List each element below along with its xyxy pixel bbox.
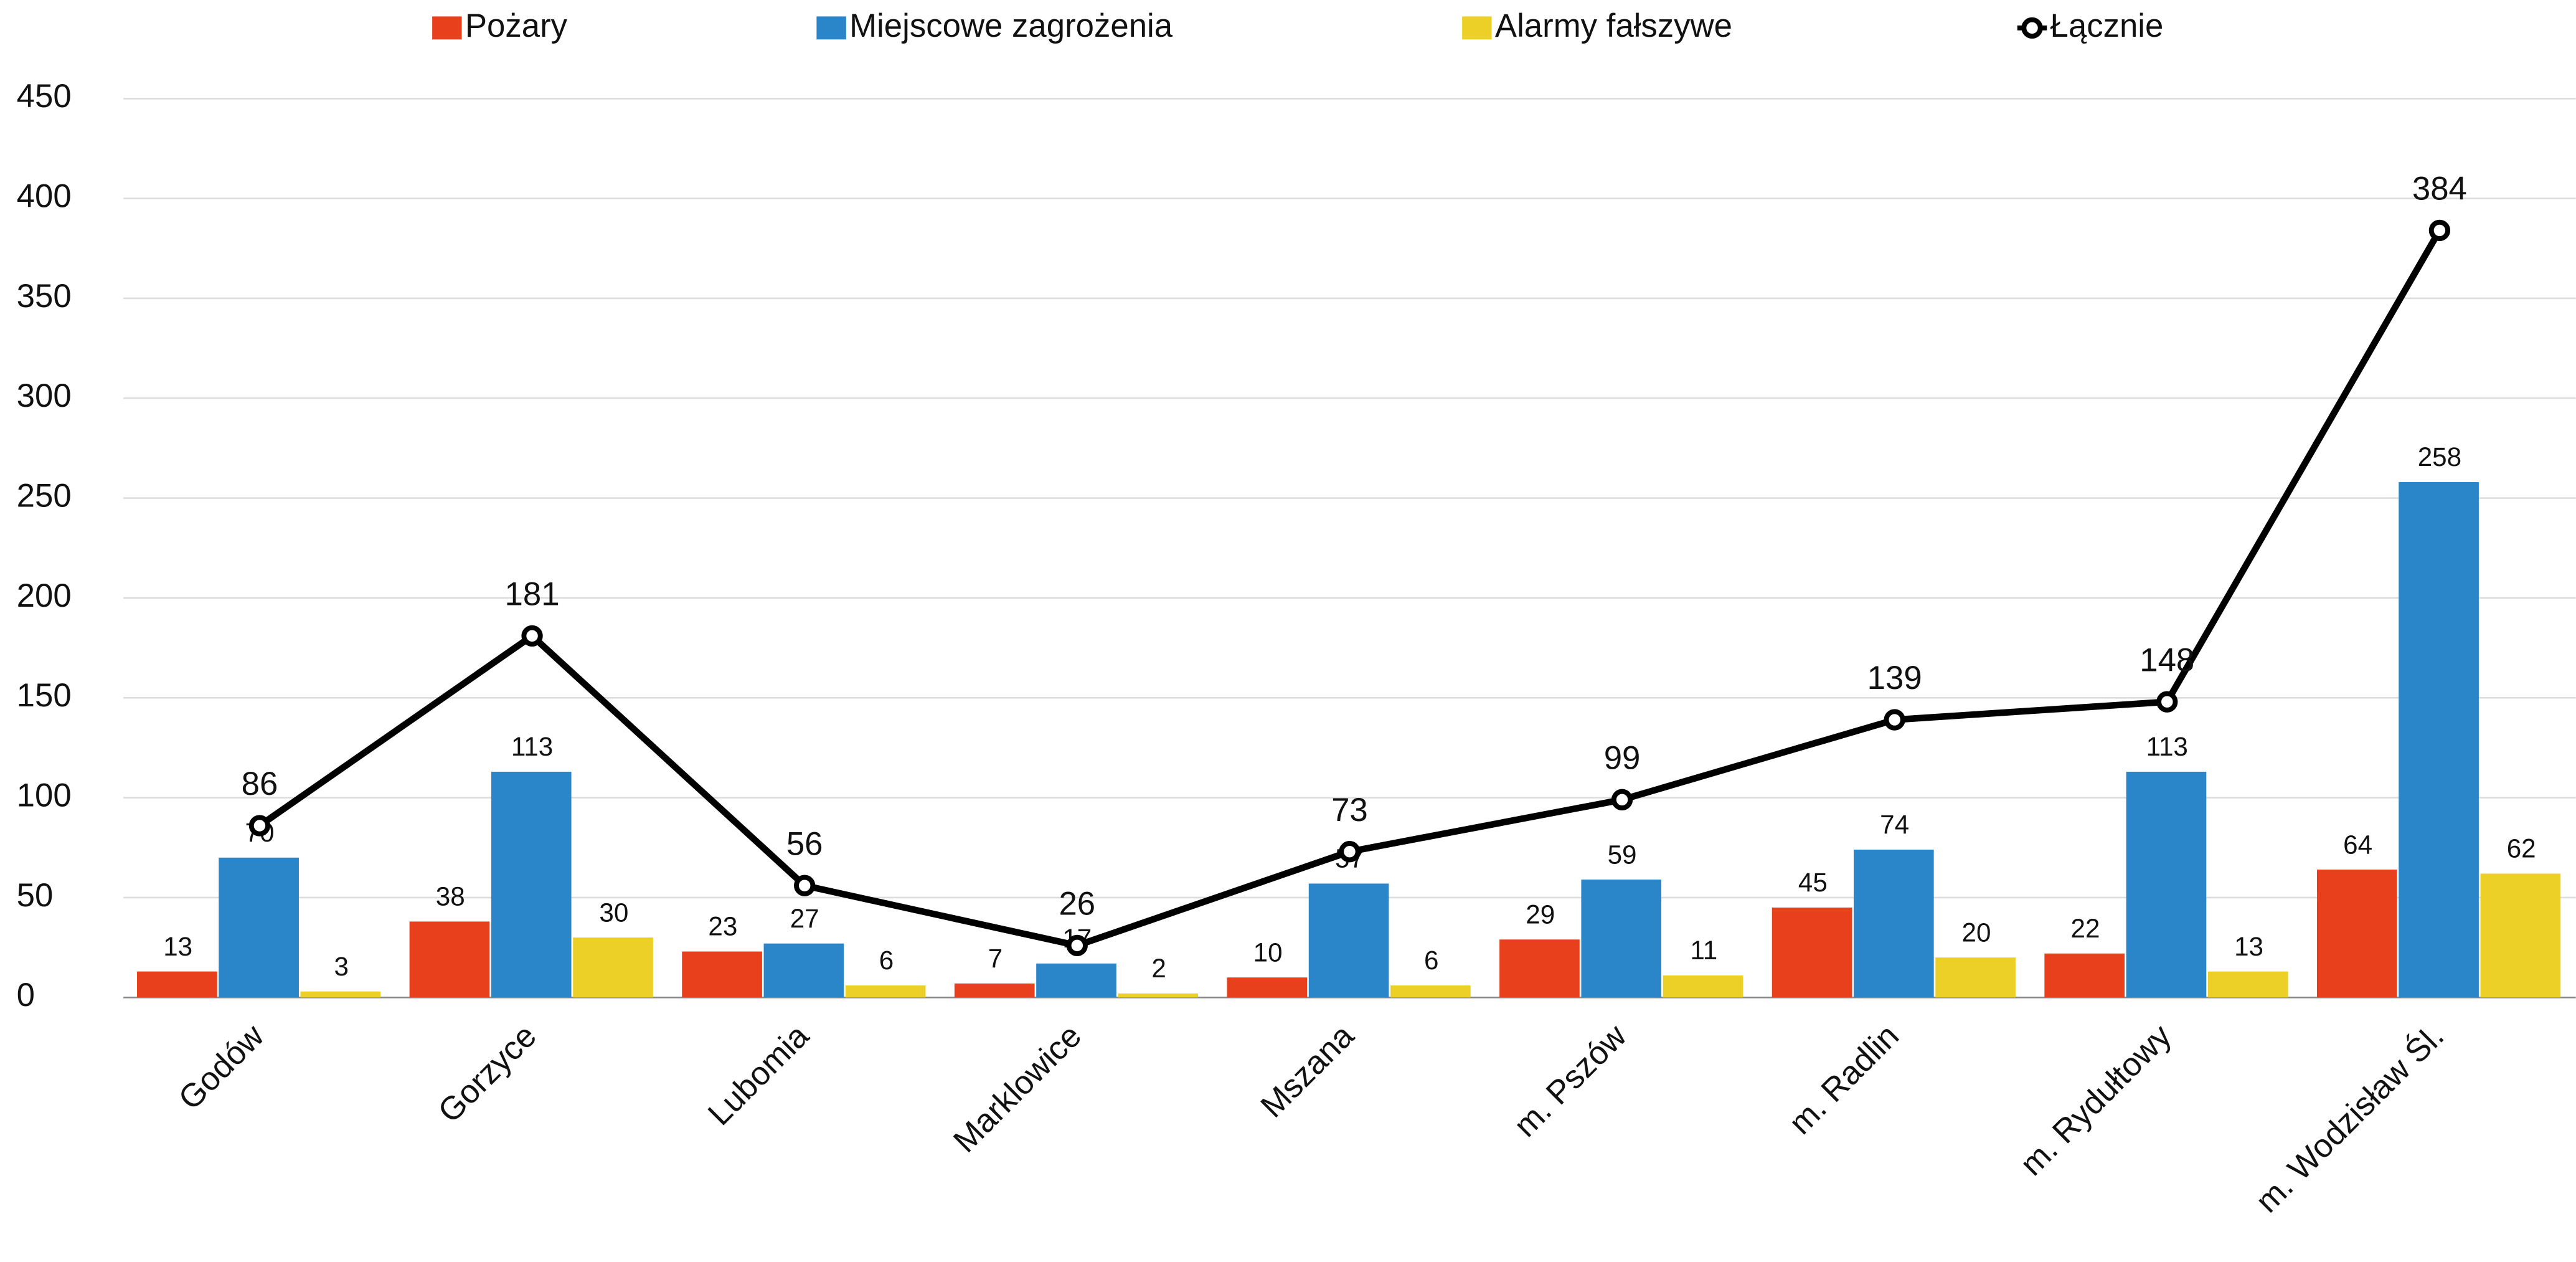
legend-label: Łącznie — [2050, 7, 2164, 44]
y-tick-label: 350 — [17, 278, 72, 315]
value-label: 59 — [1608, 840, 1637, 869]
bar — [1935, 957, 2016, 998]
legend-swatch — [1462, 16, 1492, 40]
value-label: 38 — [436, 882, 465, 911]
y-tick-label: 150 — [17, 677, 72, 714]
x-tick-label: Lubomia — [701, 1017, 816, 1132]
bar — [300, 991, 381, 998]
value-label: 7 — [988, 944, 1003, 973]
bar — [2480, 873, 2561, 998]
line-marker — [1066, 934, 1088, 957]
legend-label: Pożary — [465, 7, 568, 44]
line-value-label: 86 — [242, 766, 278, 802]
value-label: 2 — [1151, 954, 1166, 983]
bar — [137, 971, 217, 998]
bar — [682, 951, 762, 998]
x-tick-label: m. Pszów — [1507, 1017, 1634, 1144]
x-tick-label: m. Radlin — [1782, 1017, 1906, 1141]
y-tick-label: 50 — [17, 877, 54, 914]
value-label: 13 — [163, 932, 192, 961]
bar — [1663, 975, 1743, 998]
line — [257, 229, 2443, 949]
value-label: 74 — [1880, 810, 1909, 839]
x-tick-label: m. Rydułtowy — [2013, 1017, 2179, 1183]
bar — [1772, 907, 1852, 998]
bar — [2207, 971, 2288, 998]
line-marker — [521, 625, 543, 647]
value-label: 6 — [879, 946, 894, 975]
legend-label: Alarmy fałszywe — [1495, 7, 1732, 44]
bar — [2126, 771, 2207, 998]
line-marker — [248, 815, 271, 837]
bar — [573, 937, 653, 998]
bar — [2316, 870, 2397, 998]
value-label: 11 — [1690, 936, 1717, 965]
x-tick-label: Godów — [171, 1017, 271, 1117]
x-tick-label: Gorzyce — [431, 1017, 544, 1130]
y-tick-label: 100 — [17, 777, 72, 814]
value-label: 6 — [1424, 946, 1438, 975]
x-tick-label: Marklowice — [946, 1017, 1088, 1159]
value-label: 64 — [2343, 830, 2372, 859]
y-tick-label: 0 — [17, 977, 35, 1013]
value-label: 30 — [599, 898, 628, 927]
line-marker — [2428, 219, 2451, 242]
value-label: 27 — [790, 904, 819, 933]
value-label: 62 — [2507, 834, 2536, 863]
bar — [1854, 849, 1934, 998]
line-marker — [2156, 691, 2178, 713]
value-label: 113 — [2146, 732, 2188, 761]
bar — [1308, 883, 1389, 998]
line-value-label: 73 — [1331, 792, 1368, 828]
legend-marker — [2021, 17, 2043, 39]
legend-swatch — [432, 16, 462, 40]
value-label: 22 — [2071, 914, 2100, 943]
y-tick-label: 250 — [17, 478, 72, 515]
legend-swatch — [816, 16, 846, 40]
line-marker — [1884, 709, 1905, 731]
bar — [1227, 977, 1308, 998]
bar — [1036, 963, 1116, 998]
value-label: 10 — [1253, 937, 1283, 967]
value-label: 20 — [1961, 918, 1991, 947]
bar — [1581, 880, 1662, 998]
x-tick-label: m. Wodzisław Śl. — [2248, 1017, 2451, 1220]
bar — [845, 985, 926, 998]
line-value-label: 56 — [786, 825, 823, 862]
legend-label: Miejscowe zagrożenia — [849, 7, 1173, 44]
bar — [954, 983, 1035, 998]
line-marker — [1611, 789, 1633, 810]
value-label: 3 — [334, 952, 349, 981]
y-tick-label: 400 — [17, 178, 72, 215]
line-marker — [1339, 841, 1361, 863]
value-label: 29 — [1526, 899, 1555, 929]
bar — [2044, 953, 2125, 998]
value-label: 13 — [2234, 932, 2263, 961]
line-value-label: 99 — [1604, 739, 1641, 776]
y-tick-label: 200 — [17, 577, 72, 614]
value-label: 23 — [708, 912, 737, 941]
bar — [409, 921, 490, 998]
line-value-label: 181 — [505, 576, 560, 612]
bar — [1390, 985, 1471, 998]
line-value-label: 139 — [1867, 660, 1922, 696]
y-tick-label: 300 — [17, 377, 72, 414]
value-label: 113 — [511, 732, 553, 761]
line-marker — [794, 875, 816, 896]
line-value-label: 148 — [2140, 642, 2194, 678]
line-value-label: 26 — [1059, 886, 1095, 923]
line-value-label: 384 — [2412, 171, 2467, 207]
bar — [763, 943, 844, 998]
bar — [2399, 482, 2479, 998]
bar — [1499, 939, 1580, 998]
value-label: 45 — [1798, 868, 1828, 897]
bar — [1118, 993, 1199, 998]
x-tick-label: Mszana — [1253, 1017, 1361, 1125]
value-label: 258 — [2418, 442, 2461, 472]
y-tick-label: 450 — [17, 78, 72, 115]
bar — [219, 857, 299, 998]
bar — [491, 771, 572, 998]
